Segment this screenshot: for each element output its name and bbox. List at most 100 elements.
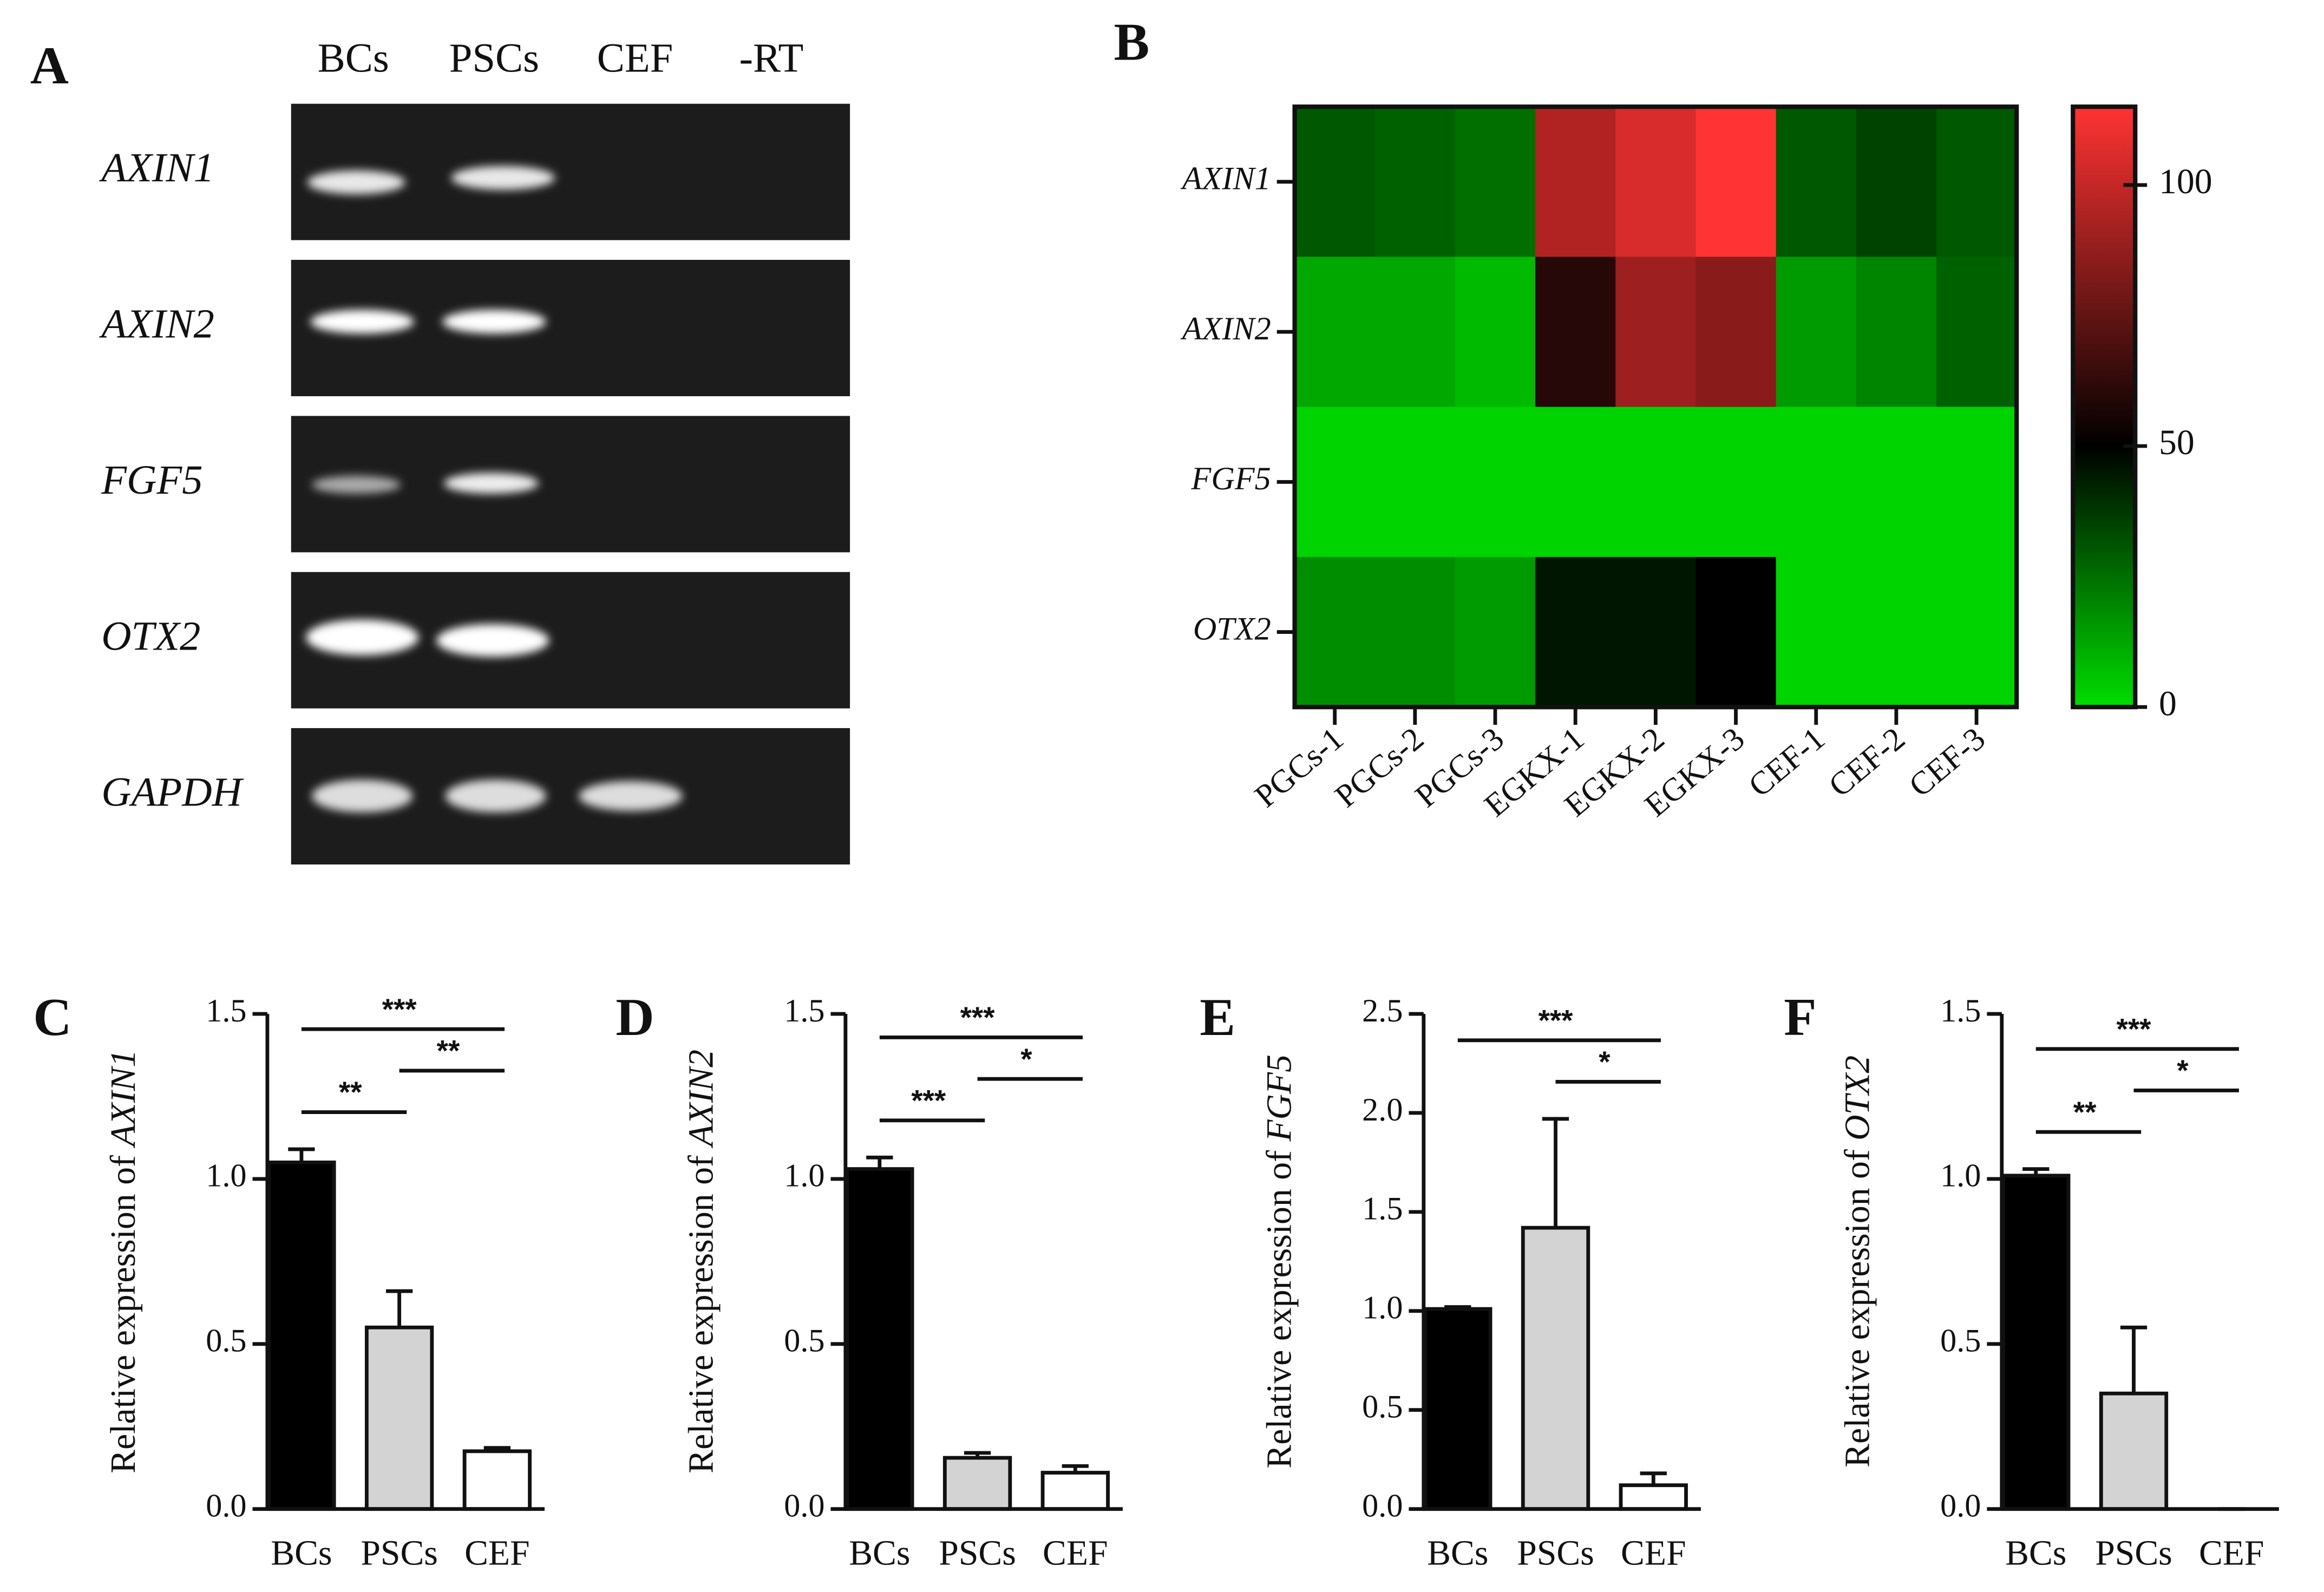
y-tick-label: 1.5: [1940, 993, 1981, 1029]
col-label: CEF-3: [1902, 720, 1992, 804]
significance-label: ***: [911, 1083, 946, 1117]
heat-cell: [1455, 257, 1536, 408]
heat-cell: [1374, 257, 1456, 408]
band: [442, 310, 546, 334]
y-tick-label: 1.0: [1362, 1290, 1403, 1326]
heat-cell: [1776, 556, 1857, 708]
heat-cell: [1936, 107, 2018, 258]
significance-label: ***: [1539, 1003, 1574, 1037]
y-tick-label: 1.5: [206, 993, 246, 1029]
lane-label: CEF: [597, 35, 673, 81]
y-axis-label-text: Relative expression of: [103, 1155, 143, 1473]
heat-cell: [1455, 107, 1536, 258]
lane-label: -RT: [739, 35, 803, 81]
y-tick-label: 1.5: [784, 993, 824, 1029]
heat-cell: [1695, 107, 1777, 258]
bar: [1423, 1307, 1492, 1511]
gel-row: [291, 103, 850, 240]
band: [445, 779, 546, 813]
y-tick-label: 2.5: [1362, 993, 1403, 1029]
bar: [2001, 1174, 2071, 1511]
heat-cell: [1936, 556, 2018, 708]
significance-label: ***: [2117, 1012, 2152, 1045]
heat-cell: [1455, 556, 1536, 708]
lane-label: PSCs: [449, 35, 539, 81]
band: [436, 624, 549, 657]
panel-label: A: [30, 36, 69, 95]
gene-label: AXIN1: [99, 145, 214, 191]
heat-cell: [1776, 107, 1857, 258]
band: [307, 170, 405, 194]
heat-cell: [1535, 107, 1616, 258]
significance-label: *: [1599, 1045, 1611, 1078]
x-tick-label: CEF: [2199, 1533, 2264, 1573]
heat-cell: [1374, 107, 1456, 258]
x-tick-label: BCs: [849, 1533, 910, 1573]
bar: [942, 1456, 1012, 1511]
heat-cell: [1374, 556, 1456, 708]
heat-cell: [1695, 257, 1777, 408]
y-axis-label: Relative expression of FGF5: [1260, 1054, 1299, 1469]
band: [306, 619, 419, 656]
x-tick-label: CEF: [464, 1533, 530, 1573]
heat-cell: [1535, 407, 1616, 558]
x-tick-label: PSCs: [361, 1533, 438, 1573]
bar: [364, 1325, 434, 1511]
significance-label: ***: [382, 992, 417, 1026]
heat-cell: [1856, 407, 1937, 558]
heat-cell: [1615, 257, 1697, 408]
gel-bands: [306, 166, 683, 813]
x-tick-label: BCs: [1427, 1533, 1488, 1573]
significance-label: **: [437, 1034, 460, 1067]
heat-cell: [1615, 107, 1697, 258]
gene-label: GAPDH: [101, 769, 244, 815]
heat-cell: [1776, 257, 1857, 408]
colorbar-label: 0: [2159, 684, 2177, 723]
x-tick-label: PSCs: [1517, 1533, 1594, 1573]
col-label: PGCs-1: [1248, 720, 1350, 815]
bar: [267, 1160, 336, 1511]
colorbar-label: 50: [2159, 423, 2195, 462]
y-axis-label-text: Relative expression of: [1838, 1149, 1877, 1467]
heat-cell: [1535, 257, 1616, 408]
heat-cell: [1294, 257, 1376, 408]
heat-cell: [1294, 407, 1376, 558]
y-axis-label-gene: AXIN1: [103, 1050, 143, 1149]
bar: [1619, 1483, 1688, 1511]
col-label: PGCs-2: [1328, 720, 1430, 815]
colorbar: [2071, 104, 2138, 710]
heat-cell: [1615, 556, 1697, 708]
band: [578, 781, 683, 811]
y-tick-label: 1.0: [206, 1158, 246, 1194]
y-axis-label: Relative expression of OTX2: [1838, 1056, 1877, 1467]
y-tick-label: 0.0: [1940, 1488, 1981, 1524]
y-tick-label: 0.0: [784, 1488, 824, 1524]
heat-cell: [1615, 407, 1697, 558]
band: [451, 166, 555, 190]
x-tick-label: CEF: [1621, 1533, 1686, 1573]
y-axis-label-gene: FGF5: [1260, 1054, 1299, 1142]
y-tick-label: 0.0: [206, 1488, 246, 1524]
y-axis-label-text: Relative expression of: [682, 1155, 721, 1473]
heat-cell: [1695, 556, 1777, 708]
col-label: CEF-2: [1822, 720, 1912, 804]
significance-label: **: [2073, 1095, 2097, 1129]
x-tick-label: PSCs: [939, 1533, 1016, 1573]
significance-label: *: [1020, 1042, 1032, 1076]
row-label: AXIN2: [1180, 311, 1271, 347]
band: [310, 310, 414, 334]
y-tick-label: 0.5: [784, 1323, 824, 1359]
panel-label: F: [1784, 988, 1816, 1047]
heat-cell: [1374, 407, 1456, 558]
panel-label: E: [1200, 988, 1235, 1047]
heat-cell: [1535, 556, 1616, 708]
bar: [845, 1167, 914, 1511]
col-label: CEF-1: [1742, 720, 1831, 804]
colorbar-label: 100: [2159, 162, 2212, 201]
significance-label: *: [2177, 1053, 2189, 1087]
x-tick-label: BCs: [2005, 1533, 2066, 1573]
band: [443, 473, 539, 494]
y-axis-label-gene: OTX2: [1838, 1056, 1877, 1141]
heat-cell: [1455, 407, 1536, 558]
